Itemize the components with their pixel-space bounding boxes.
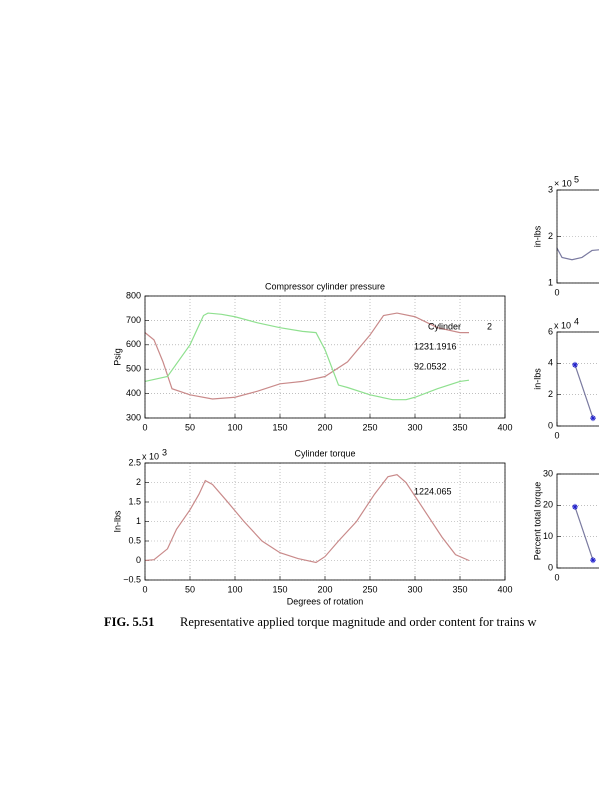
y-tick-label: −0.5: [123, 574, 141, 584]
x-tick-label: 250: [362, 584, 377, 594]
plot-frame: [556, 473, 599, 569]
y-axis-label: in-lbs: [532, 225, 542, 247]
x-tick-label: 0: [142, 584, 147, 594]
data-point: [572, 503, 578, 510]
y-tick-label: 2: [548, 389, 553, 399]
y-tick-label: 2: [548, 231, 553, 241]
y-tick-label: 1: [136, 516, 141, 526]
y-axis-label: Psig: [112, 348, 122, 366]
y-axis-label: Percent total torque: [532, 482, 542, 561]
x-tick-label: 50: [185, 422, 195, 432]
y-tick-label: 0.5: [128, 535, 141, 545]
annotation: 92.0532: [414, 361, 447, 371]
x-tick-label: 0: [554, 287, 559, 297]
x-tick-label: 400: [497, 584, 512, 594]
y-tick-label: 0: [548, 562, 553, 572]
y-tick-label: 1: [548, 277, 553, 287]
x-tick-label: 50: [185, 584, 195, 594]
x-tick-label: 300: [407, 584, 422, 594]
y-tick-label: 0: [548, 420, 553, 430]
x-tick-label: 150: [272, 422, 287, 432]
x-tick-label: 400: [497, 422, 512, 432]
y-tick-label: 30: [543, 468, 553, 478]
y-axis-label: In-lbs: [112, 510, 122, 533]
x-tick-label: 0: [142, 422, 147, 432]
annotation: 1231.1916: [414, 341, 457, 351]
data-line: [574, 364, 594, 419]
x-tick-label: 0: [554, 572, 559, 582]
scale-exponent: 4: [574, 316, 579, 326]
scale-exponent: 5: [574, 174, 579, 184]
chart-title: Cylinder torque: [294, 448, 355, 458]
y-tick-label: 800: [126, 290, 141, 300]
plot-frame: [556, 331, 599, 427]
y-tick-label: 600: [126, 339, 141, 349]
data-point: [590, 415, 596, 422]
x-tick-label: 150: [272, 584, 287, 594]
data-point: [572, 361, 578, 368]
y-tick-label: 3: [548, 184, 553, 194]
caption-text: Representative applied torque magnitude …: [180, 615, 536, 629]
x-tick-label: 0: [554, 430, 559, 440]
x-tick-label: 350: [452, 584, 467, 594]
y-tick-label: 1.5: [128, 496, 141, 506]
data-line: [144, 474, 470, 564]
x-tick-label: 200: [317, 422, 332, 432]
scale-label: x 10: [554, 320, 571, 330]
annotation: 1224.065: [414, 486, 452, 496]
y-tick-label: 4: [548, 358, 553, 368]
plot-frame: [556, 189, 599, 284]
scale-label: x 10: [142, 451, 159, 461]
x-tick-label: 250: [362, 422, 377, 432]
x-tick-label: 200: [317, 584, 332, 594]
plot-frame: [144, 295, 506, 419]
caption-label: FIG. 5.51: [104, 615, 154, 629]
y-tick-label: 0: [136, 555, 141, 565]
plot-area: [557, 332, 599, 426]
data-line: [144, 312, 469, 400]
plot-frame: [144, 462, 506, 581]
x-tick-label: 300: [407, 422, 422, 432]
y-axis-label: in-lbs: [532, 368, 542, 390]
x-tick-label: 350: [452, 422, 467, 432]
y-tick-label: 400: [126, 388, 141, 398]
chart-title: Compressor cylinder pressure: [265, 281, 385, 291]
y-tick-label: 20: [543, 500, 553, 510]
data-line: [574, 506, 594, 561]
y-tick-label: 2.5: [128, 457, 141, 467]
y-tick-label: 700: [126, 315, 141, 325]
x-tick-label: 100: [227, 422, 242, 432]
data-line: [556, 247, 599, 261]
y-tick-label: 2: [136, 477, 141, 487]
scale-exponent: 3: [162, 447, 167, 457]
y-tick-label: 6: [548, 326, 553, 336]
data-point: [590, 557, 596, 564]
data-line: [144, 312, 470, 401]
annotation: Cylinder: [428, 321, 461, 331]
y-tick-label: 10: [543, 531, 553, 541]
scale-label: × 10: [554, 178, 572, 188]
y-tick-label: 300: [126, 412, 141, 422]
plot-area: [557, 474, 599, 568]
annotation: 2: [487, 321, 492, 331]
x-axis-label: Degrees of rotation: [287, 596, 364, 606]
y-tick-label: 500: [126, 364, 141, 374]
x-tick-label: 100: [227, 584, 242, 594]
